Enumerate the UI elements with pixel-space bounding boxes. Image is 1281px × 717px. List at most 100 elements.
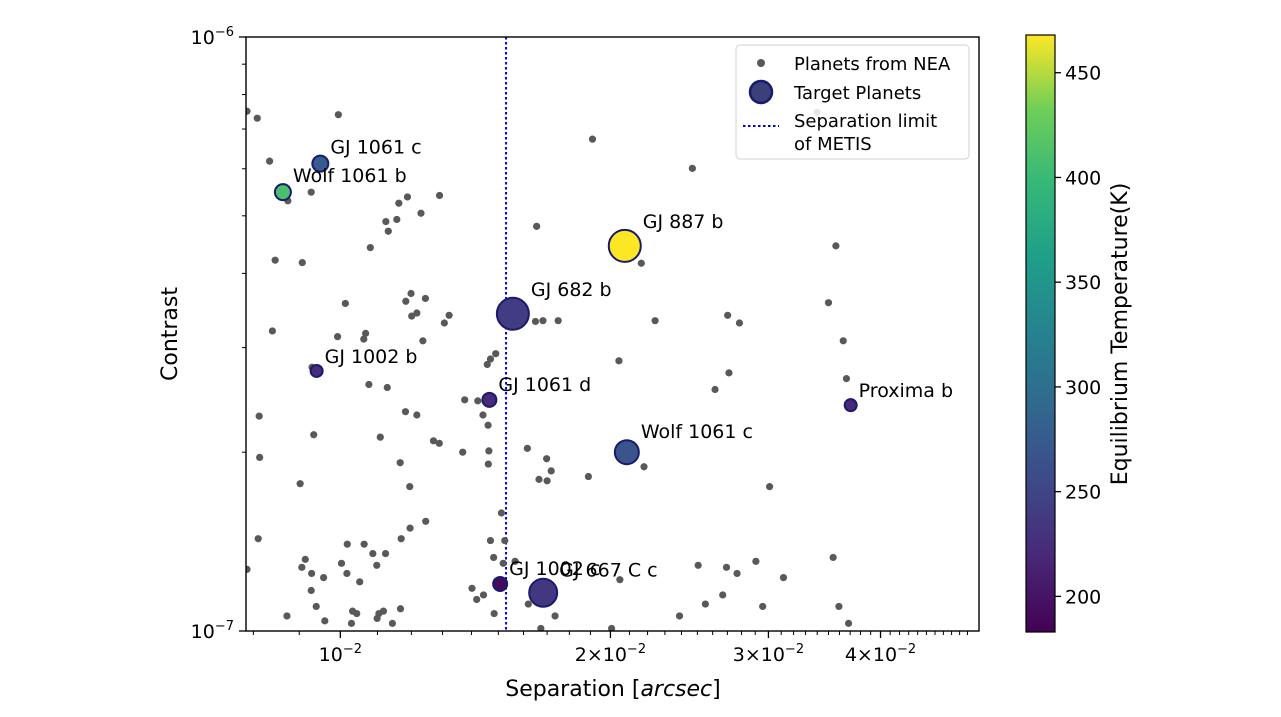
colorbar-tick-label: 350 bbox=[1065, 272, 1101, 294]
nea-planet-point bbox=[484, 460, 492, 468]
x-tick-label: 10−2 bbox=[319, 642, 362, 666]
nea-planet-point bbox=[388, 619, 397, 627]
x-tick-label: 3×10−2 bbox=[733, 642, 804, 666]
nea-planet-point bbox=[725, 369, 733, 377]
nea-planet-point bbox=[492, 350, 500, 358]
nea-planet-point bbox=[554, 317, 562, 325]
legend-target-label: Target Planets bbox=[793, 83, 921, 104]
nea-planet-point bbox=[539, 317, 547, 325]
nea-planet-point bbox=[835, 602, 843, 611]
target-planet-point bbox=[613, 439, 640, 466]
nea-planet-point bbox=[722, 563, 731, 571]
nea-planet-point bbox=[379, 607, 388, 615]
target-planet-point bbox=[309, 363, 324, 378]
nea-planet-point bbox=[461, 396, 469, 404]
nea-planet-point bbox=[337, 559, 346, 567]
nea-planet-point bbox=[640, 463, 648, 471]
nea-planet-point bbox=[637, 259, 645, 267]
nea-planet-point bbox=[511, 557, 519, 565]
nea-planet-point bbox=[283, 612, 291, 620]
nea-planet-point bbox=[307, 188, 315, 196]
nea-planet-point bbox=[254, 535, 262, 543]
nea-planet-point bbox=[321, 617, 329, 625]
target-planet-point bbox=[607, 228, 642, 263]
nea-planet-point bbox=[719, 591, 727, 599]
nea-planet-point bbox=[651, 317, 659, 325]
nea-planet-point bbox=[396, 459, 404, 467]
nea-planet-point bbox=[490, 553, 498, 562]
nea-planet-point bbox=[490, 609, 498, 618]
nea-planet-point bbox=[373, 561, 381, 569]
y-tick-label: 10−7 bbox=[191, 619, 234, 643]
target-planet-point bbox=[528, 577, 559, 608]
nea-planet-point bbox=[832, 242, 840, 250]
target-planets bbox=[273, 154, 858, 608]
nea-planet-point bbox=[484, 421, 492, 429]
nea-planet-point bbox=[406, 524, 414, 532]
nea-planet-point bbox=[268, 327, 276, 335]
nea-planet-point bbox=[320, 573, 328, 582]
nea-planet-point bbox=[310, 431, 318, 439]
nea-planet-point bbox=[524, 600, 532, 608]
nea-planet-point bbox=[347, 619, 356, 627]
nea-planet-point bbox=[413, 411, 421, 419]
nea-planet-point bbox=[479, 411, 487, 419]
nea-planet-point bbox=[307, 586, 315, 595]
nea-planet-point bbox=[246, 565, 251, 573]
nea-planet-point bbox=[842, 375, 851, 383]
target-planet-label: Proxima b bbox=[859, 380, 953, 402]
nea-planet-point bbox=[382, 217, 390, 226]
nea-planet-point bbox=[393, 215, 401, 224]
nea-planet-point bbox=[752, 557, 760, 565]
nea-planet-point bbox=[584, 472, 592, 481]
legend-nea-label: Planets from NEA bbox=[794, 54, 951, 75]
nea-planet-point bbox=[547, 467, 555, 475]
nea-planet-point bbox=[406, 483, 414, 491]
target-planet-label: GJ 667 C c bbox=[559, 560, 657, 582]
colorbar-title: Equilibrium Temperature(K) bbox=[1108, 183, 1133, 486]
nea-planet-point bbox=[779, 573, 788, 582]
nea-planet-point bbox=[615, 357, 623, 365]
nea-planet-point bbox=[422, 517, 430, 525]
nea-planet-point bbox=[360, 335, 368, 343]
nea-planet-point bbox=[403, 193, 412, 201]
plot-frame bbox=[245, 36, 980, 632]
nea-planet-point bbox=[479, 591, 488, 599]
nea-planet-point bbox=[356, 578, 364, 586]
nea-planet-point bbox=[474, 397, 482, 405]
nea-planet-point bbox=[417, 209, 425, 217]
nea-planet-point bbox=[543, 477, 551, 485]
nea-planet-point bbox=[408, 312, 416, 320]
target-planet-labels: GJ 1061 c Wolf 1061 b GJ 887 b GJ 682 b GJ 1… bbox=[293, 137, 953, 582]
nea-planet-point bbox=[499, 559, 507, 567]
nea-planet-point bbox=[435, 439, 443, 447]
target-planet-label: GJ 682 b bbox=[531, 279, 612, 301]
nea-planet-point bbox=[735, 319, 744, 327]
nea-planet-point bbox=[485, 447, 493, 455]
nea-planet-point bbox=[384, 227, 392, 235]
x-tick-label: 4×10−2 bbox=[845, 642, 916, 666]
x-axis-title: Separation [arcsec] bbox=[505, 677, 721, 702]
nea-planet-point bbox=[724, 311, 732, 319]
nea-planet-point bbox=[844, 619, 853, 627]
nea-planet-point bbox=[265, 157, 274, 165]
nea-planet-point bbox=[759, 602, 767, 611]
colorbar-tick-label: 400 bbox=[1065, 167, 1101, 189]
legend-limit-label-line2: of METIS bbox=[794, 134, 872, 155]
nea-planet-point bbox=[440, 319, 448, 327]
target-planet-label: GJ 1061 c bbox=[330, 137, 421, 159]
nea-planet-point bbox=[256, 453, 264, 461]
nea-planet-point bbox=[445, 311, 453, 319]
nea-planet-point bbox=[296, 480, 304, 488]
nea-planet-point bbox=[765, 483, 774, 491]
nea-planet-point bbox=[312, 602, 320, 611]
target-planet-label: GJ 1061 d bbox=[498, 374, 591, 396]
nea-planet-point bbox=[301, 555, 309, 563]
nea-planet-point bbox=[435, 191, 444, 200]
nea-planet-point bbox=[421, 294, 430, 303]
nea-planet-point bbox=[531, 317, 540, 326]
target-planet-point bbox=[843, 398, 858, 413]
nea-planet-point bbox=[407, 289, 415, 298]
nea-planet-point bbox=[381, 549, 390, 558]
